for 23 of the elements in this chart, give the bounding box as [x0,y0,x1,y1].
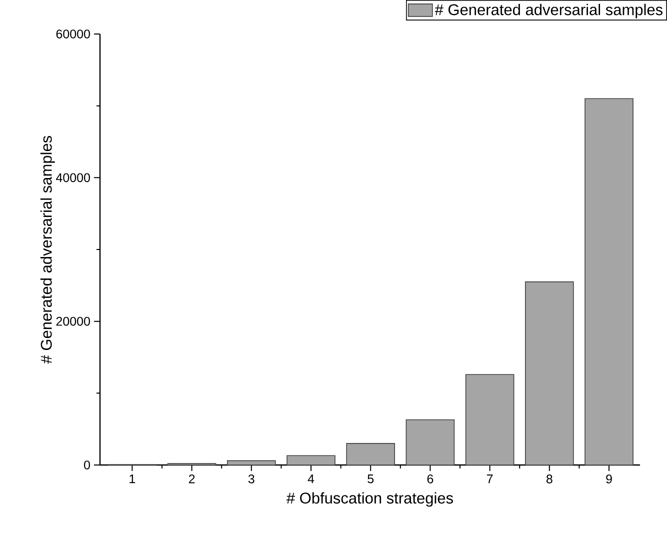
y-tick-label: 20000 [56,316,90,326]
x-tick-label: 7 [486,474,493,484]
x-tick-label: 5 [368,474,374,484]
bar [406,419,455,466]
bar [226,460,276,466]
x-tick-label: 2 [188,474,195,484]
y-tick-label: 40000 [56,173,90,182]
y-tick-label: 60000 [56,30,90,38]
bar [286,455,336,466]
y-tick-label: 0 [84,460,90,470]
x-tick-label: 3 [248,474,254,484]
x-tick-label: 6 [427,474,434,484]
x-tick-label: 1 [130,474,136,484]
y-axis-title: # Generated adversarial samples [40,136,55,364]
bar [465,374,514,466]
x-tick-label: 8 [546,474,552,484]
bar [584,98,634,466]
x-tick-label: 9 [606,474,612,484]
x-axis-title: # Obfuscation strategies [286,492,453,507]
bar [525,281,574,466]
legend-label: # Generated adversarial samples [434,4,663,18]
bar [346,443,395,466]
x-tick-label: 4 [308,474,314,484]
